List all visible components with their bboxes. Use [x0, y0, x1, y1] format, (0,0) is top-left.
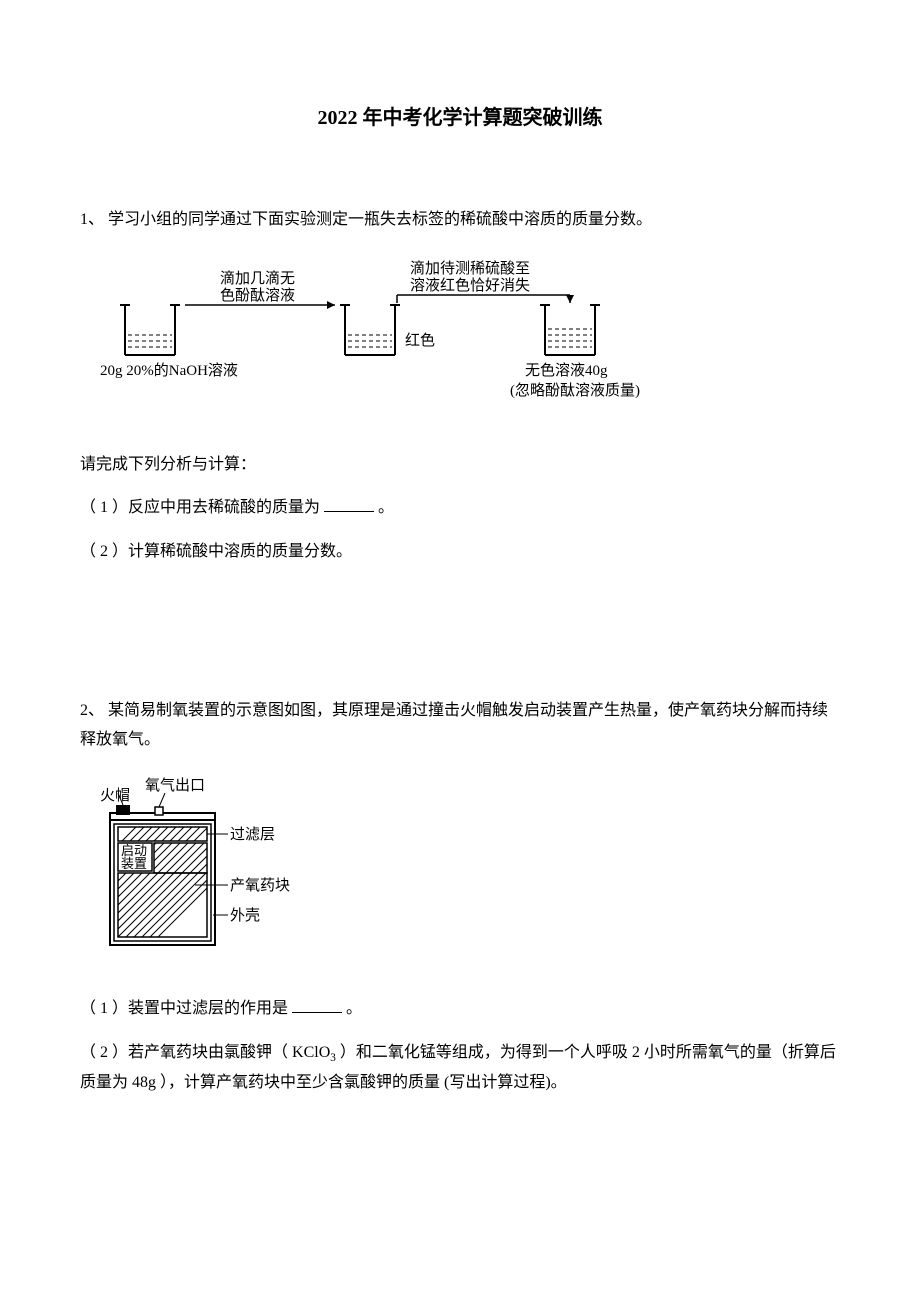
beaker-2 [340, 305, 400, 355]
oxygen-block-label: 产氧药块 [230, 877, 290, 894]
q1-sub1-label: （ 1 ） [80, 499, 128, 516]
q2-sub2: （ 2 ）若产氧药块由氯酸钾（ KClO3 ）和二氧化锰等组成，为得到一个人呼吸… [80, 1039, 840, 1097]
q1-sub1-blank [324, 496, 374, 512]
q1-sub2-label: （ 2 ） [80, 543, 128, 560]
q2-sub2-label: （ 2 ） [80, 1044, 128, 1061]
arrow2-text-top: 滴加待测稀硫酸至 [410, 259, 530, 277]
q2-sub2-text-before: 若产氧药块由氯酸钾（ KClO [128, 1044, 330, 1061]
q1-sub1-end: 。 [374, 499, 394, 516]
q1-intro-text: 学习小组的同学通过下面实验测定一瓶失去标签的稀硫酸中溶质的质量分数。 [108, 211, 652, 228]
q2-sub1-label: （ 1 ） [80, 1000, 128, 1017]
page-title: 2022 年中考化学计算题突破训练 [80, 100, 840, 136]
q1-sub1: （ 1 ）反应中用去稀硫酸的质量为 。 [80, 494, 840, 523]
question-1: 1、 学习小组的同学通过下面实验测定一瓶失去标签的稀硫酸中溶质的质量分数。 20… [80, 206, 840, 567]
oxygen-outlet-label: 氧气出口 [145, 777, 205, 794]
q2-diagram: 启动 装置 [100, 775, 840, 966]
q1-number: 1、 [80, 211, 104, 228]
shell-label: 外壳 [230, 907, 260, 924]
beaker1-label: 20g 20%的NaOH溶液 [100, 362, 238, 379]
arrow1-text-top: 滴加几滴无 [220, 269, 295, 287]
q2-sub1-blank [292, 997, 342, 1013]
beaker3-label1: 无色溶液40g [525, 362, 608, 379]
q1-intro: 1、 学习小组的同学通过下面实验测定一瓶失去标签的稀硫酸中溶质的质量分数。 [80, 206, 840, 235]
question-2: 2、 某简易制氧装置的示意图如图，其原理是通过撞击火帽触发启动装置产生热量，使产… [80, 697, 840, 1097]
q2-number: 2、 [80, 702, 104, 719]
starter-label2: 装置 [121, 856, 147, 871]
arrow1-text-bottom: 色酚酞溶液 [220, 287, 295, 304]
q2-intro: 2、 某简易制氧装置的示意图如图，其原理是通过撞击火帽触发启动装置产生热量，使产… [80, 697, 840, 755]
q1-sub2-text: 计算稀硫酸中溶质的质量分数。 [128, 543, 352, 560]
q2-sub1-end: 。 [342, 1000, 362, 1017]
q2-intro-text: 某简易制氧装置的示意图如图，其原理是通过撞击火帽触发启动装置产生热量，使产氧药块… [80, 702, 828, 748]
q1-sub2: （ 2 ）计算稀硫酸中溶质的质量分数。 [80, 538, 840, 567]
beaker2-label: 红色 [405, 332, 435, 349]
q1-diagram: 20g 20%的NaOH溶液 滴加几滴无 色酚酞溶液 红色 [100, 255, 840, 426]
firecap-label: 火帽 [100, 787, 130, 804]
q1-sub1-text: 反应中用去稀硫酸的质量为 [128, 499, 320, 516]
beaker-1 [120, 305, 180, 355]
arrow-2 [397, 295, 574, 303]
q2-sub1: （ 1 ）装置中过滤层的作用是 。 [80, 995, 840, 1024]
filter-label: 过滤层 [230, 826, 275, 843]
filter-layer [118, 827, 207, 841]
beaker3-label2: (忽略酚酞溶液质量) [510, 382, 640, 399]
q1-followup: 请完成下列分析与计算： [80, 451, 840, 480]
q2-sub1-text: 装置中过滤层的作用是 [128, 1000, 288, 1017]
arrow2-text-bottom: 溶液红色恰好消失 [410, 277, 530, 294]
beaker-3 [540, 305, 600, 355]
